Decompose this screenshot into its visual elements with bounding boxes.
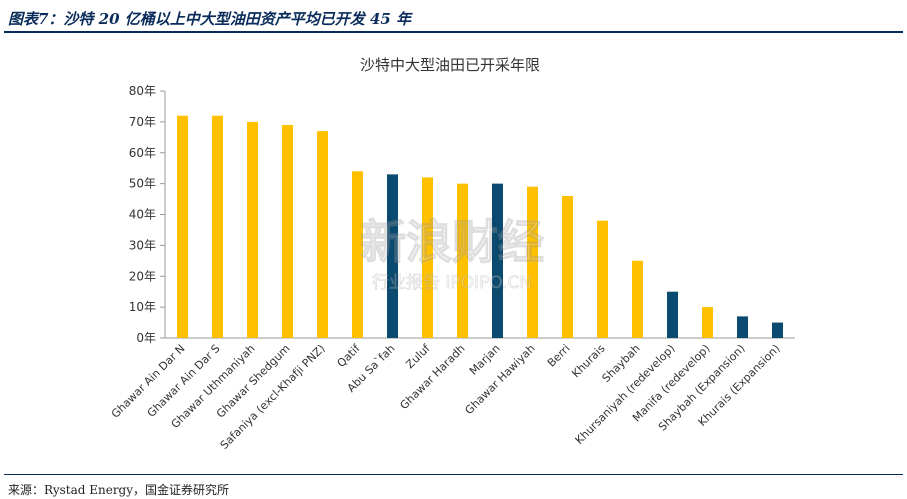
x-tick-label: Berri	[545, 342, 573, 370]
x-tick-label: Zuluf	[403, 341, 433, 371]
y-tick-label: 30年	[129, 238, 156, 252]
y-tick-label: 20年	[129, 269, 156, 283]
y-tick-label: 80年	[129, 84, 156, 98]
y-tick-label: 0年	[136, 331, 156, 345]
bar	[527, 186, 538, 338]
bar	[387, 174, 398, 338]
bar	[667, 291, 678, 338]
bar	[177, 115, 188, 338]
bar	[212, 115, 223, 338]
bar	[562, 195, 573, 338]
y-tick-label: 50年	[129, 177, 156, 191]
bar	[492, 183, 503, 338]
footer-rule	[4, 474, 903, 475]
figure-title: 图表7：沙特 20 亿桶以上中大型油田资产平均已开发 45 年	[8, 10, 412, 28]
header-rule	[4, 31, 903, 33]
y-tick-label: 40年	[129, 208, 156, 222]
figure-header: 图表7：沙特 20 亿桶以上中大型油田资产平均已开发 45 年	[0, 0, 907, 32]
bar	[597, 220, 608, 338]
x-tick-label: Ghawar Haradh	[397, 342, 467, 412]
bar	[632, 260, 643, 338]
bar	[317, 131, 328, 338]
bar	[702, 307, 713, 338]
y-tick-label: 10年	[129, 300, 156, 314]
bar-chart: 沙特中大型油田已开采年限 0年 10年 20年 30年 40年 50年 60年 70年 80年 G…	[109, 56, 795, 452]
bar	[282, 124, 293, 339]
bar	[247, 121, 258, 338]
y-tick-label: 60年	[129, 146, 156, 160]
bar	[772, 322, 783, 338]
bar	[352, 171, 363, 338]
bar	[422, 177, 433, 338]
bar	[457, 183, 468, 338]
chart-area: 沙特中大型油田已开采年限 0年 10年 20年 30年 40年 50年 60年 70年 80年 G…	[0, 34, 907, 474]
chart-title: 沙特中大型油田已开采年限	[360, 56, 540, 74]
source-note: 来源：Rystad Energy，国金证券研究所	[8, 483, 230, 497]
x-tick-label: Qatif	[335, 341, 364, 370]
y-tick-label: 70年	[129, 115, 156, 129]
bar	[737, 316, 748, 338]
